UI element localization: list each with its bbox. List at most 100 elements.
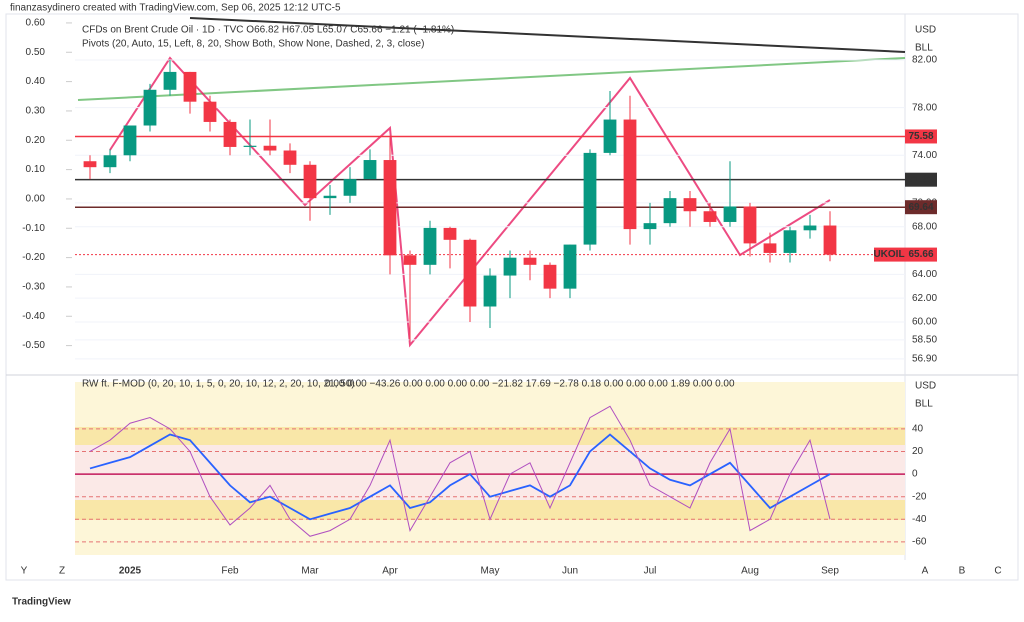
candle-body: [643, 223, 657, 230]
candle-body: [443, 227, 457, 240]
y-tick-label: 58.50: [912, 334, 937, 345]
y-tick-label: 82.00: [912, 55, 937, 66]
candle-body: [143, 89, 157, 126]
candle-body: [243, 145, 257, 147]
y-tick-label: -60: [912, 537, 927, 548]
candle-body: [163, 71, 177, 90]
header: finanzasydinero created with TradingView…: [10, 3, 341, 14]
y-tick-label: 56.90: [912, 354, 937, 365]
candle-body: [283, 150, 297, 165]
candle-body: [543, 264, 557, 289]
candle-body: [663, 198, 677, 224]
candle-body: [483, 275, 497, 307]
candle-body: [803, 225, 817, 231]
candle-body: [183, 71, 197, 102]
symbol-badge: [874, 247, 905, 262]
chart-title: CFDs on Brent Crude Oil · 1D · TVC O66.8…: [82, 25, 454, 36]
candle-body: [603, 119, 617, 153]
x-tick-label: Feb: [221, 566, 239, 577]
axis-letter: Y: [21, 566, 28, 577]
price-badge-label: 71.95: [908, 174, 933, 185]
axis-letter: A: [922, 566, 929, 577]
price-badge-label: 69.64: [908, 202, 933, 213]
axis-letter: B: [959, 566, 966, 577]
axis-letter: C: [994, 566, 1001, 577]
price-badge-label: 75.58: [908, 131, 933, 142]
candle-body: [83, 161, 97, 168]
y-tick-label: 62.00: [912, 293, 937, 304]
unit: BLL: [915, 399, 933, 410]
candle-body: [323, 195, 337, 199]
footer-logo: TradingView: [12, 597, 71, 608]
candle-body: [223, 121, 237, 147]
frame: [5, 13, 1019, 581]
candle-body: [743, 206, 757, 244]
y-tick-label: -20: [912, 491, 927, 502]
band: [75, 382, 905, 429]
y-tick-label: 60.00: [912, 317, 937, 328]
candle-body: [123, 125, 137, 156]
indicator-title: RW ft. F-MOD (0, 20, 10, 1, 5, 0, 20, 10…: [82, 379, 355, 390]
price-badge: [905, 172, 937, 187]
symbol-name: UKOIL: [873, 249, 904, 260]
y-tick-label: 68.00: [912, 221, 937, 232]
y2-tick-label: 0.20: [26, 135, 46, 146]
candle-body: [703, 211, 717, 222]
oscillator-line: [89, 433, 831, 521]
oscillator-line: [89, 405, 831, 537]
band: [75, 500, 905, 520]
candle-body: [363, 160, 377, 180]
candle-body: [423, 227, 437, 265]
axis-letter: Z: [59, 566, 65, 577]
trendline: [189, 17, 906, 53]
band: [75, 445, 905, 500]
y2-tick-label: -0.20: [22, 252, 45, 263]
x-tick-label: 2025: [119, 566, 142, 577]
candle-body: [783, 230, 797, 253]
x-tick-label: Sep: [821, 566, 839, 577]
candle-body: [463, 239, 477, 307]
currency: USD: [915, 381, 936, 392]
x-tick-label: Mar: [301, 566, 319, 577]
y2-tick-label: 0.00: [26, 194, 46, 205]
price-badge: [905, 247, 937, 262]
candle-body: [203, 101, 217, 122]
candle-body: [723, 206, 737, 222]
band: [75, 520, 905, 555]
candle-body: [103, 155, 117, 168]
trendline: [77, 57, 906, 101]
candle-body: [383, 160, 397, 256]
candle-body: [303, 164, 317, 199]
indicator-values: 0.00 0.00 −43.26 0.00 0.00 0.00 0.00 −21…: [325, 379, 735, 390]
y2-tick-label: 0.10: [26, 164, 46, 175]
candle-body: [563, 244, 577, 289]
candle-body: [623, 119, 637, 230]
candle-body: [683, 198, 697, 212]
candle-body: [403, 255, 417, 265]
candle-body: [523, 257, 537, 265]
y-tick-label: 74.00: [912, 150, 937, 161]
band: [75, 427, 905, 445]
y2-tick-label: 0.60: [26, 18, 46, 29]
x-tick-label: May: [481, 566, 500, 577]
y2-tick-label: -0.30: [22, 282, 45, 293]
y2-tick-label: -0.40: [22, 311, 45, 322]
y-tick-label: 40: [912, 424, 924, 435]
currency: USD: [915, 25, 936, 36]
x-tick-label: Apr: [382, 566, 398, 577]
price-badge: [905, 129, 937, 144]
price-badge-label: 65.66: [908, 249, 933, 260]
y-tick-label: 0: [912, 469, 918, 480]
candle-body: [503, 257, 517, 276]
unit: BLL: [915, 43, 933, 54]
y2-tick-label: -0.10: [22, 223, 45, 234]
y2-tick-label: 0.40: [26, 76, 46, 87]
y2-tick-label: -0.50: [22, 340, 45, 351]
y-tick-label: 64.00: [912, 269, 937, 280]
y-tick-label: 78.00: [912, 102, 937, 113]
y-tick-label: -40: [912, 514, 927, 525]
x-tick-label: Jul: [644, 566, 657, 577]
candle-body: [343, 179, 357, 196]
y2-tick-label: 0.50: [26, 47, 46, 58]
candle-body: [583, 152, 597, 245]
